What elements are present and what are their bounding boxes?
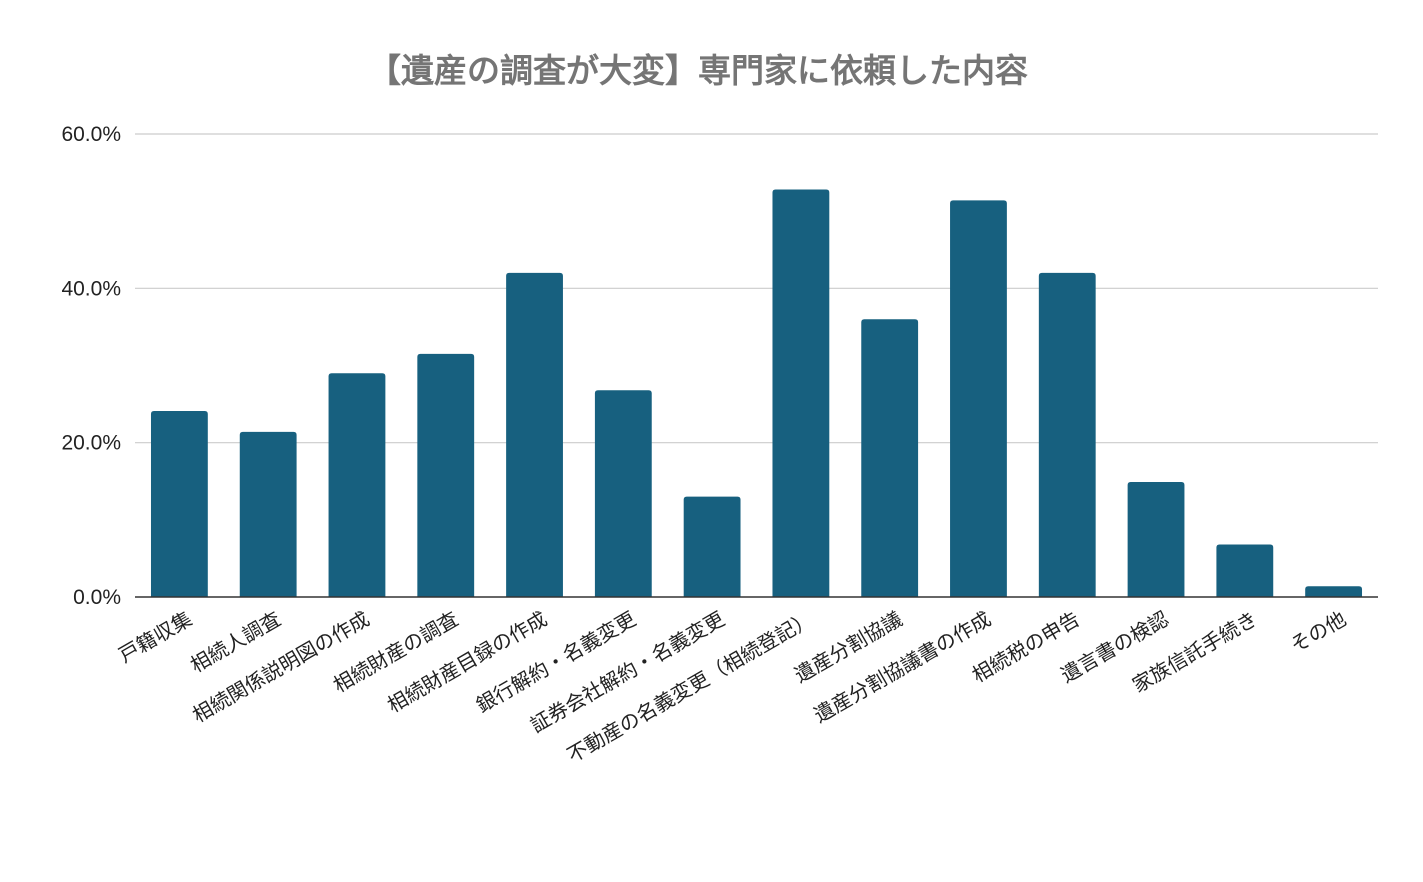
y-axis-ticks: 0.0% 20.0% 40.0% 60.0% [61, 123, 121, 609]
y-tick-label: 0.0% [73, 586, 121, 609]
bar [683, 496, 741, 597]
bar [1216, 544, 1274, 597]
y-tick-label: 60.0% [61, 123, 121, 146]
bar [328, 373, 386, 597]
x-tick-label: その他 [1286, 607, 1350, 658]
bar [417, 353, 475, 597]
bar [1305, 586, 1363, 597]
bar [1127, 482, 1185, 597]
bars [150, 189, 1363, 597]
bar [150, 411, 208, 597]
gridlines [135, 133, 1378, 444]
bar [594, 390, 652, 597]
bar [861, 319, 919, 597]
y-tick-label: 20.0% [61, 432, 121, 455]
bar [239, 431, 297, 597]
x-tick-label: 戸籍収集 [115, 607, 196, 668]
x-tick-label: 相続財産目録の作成 [383, 607, 551, 718]
chart-title: 【遺産の調査が大変】専門家に依頼した内容 [368, 51, 1028, 90]
x-axis-ticks: 戸籍収集相続人調査相続関係説明図の作成相続財産の調査相続財産目録の作成銀行解約・… [115, 607, 1350, 768]
bar [506, 272, 563, 597]
bar [772, 189, 830, 597]
bar [1038, 272, 1096, 597]
y-tick-label: 40.0% [61, 277, 121, 300]
bar [950, 200, 1007, 597]
